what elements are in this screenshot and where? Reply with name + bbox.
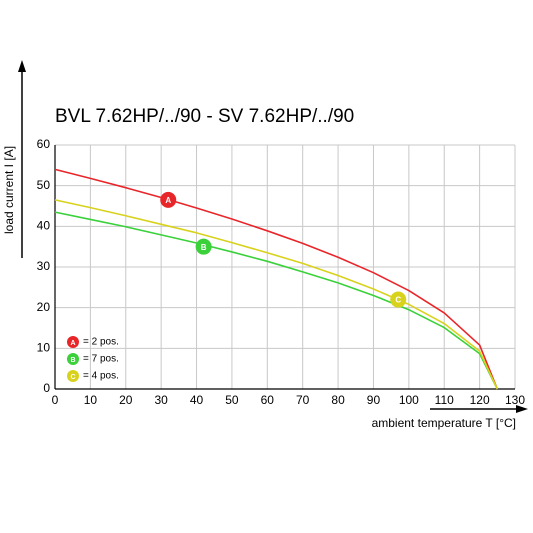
series-line [54,211,499,390]
legend-label: = 4 pos. [83,371,119,382]
series-line [54,199,499,390]
chart-title: BVL 7.62HP/../90 - SV 7.62HP/../90 [55,106,354,127]
x-tick-label: 130 [505,393,525,407]
x-tick-label: 20 [119,393,133,407]
y-tick-label: 0 [43,381,50,395]
x-tick-label: 120 [470,393,490,407]
x-tick-label: 10 [84,393,98,407]
y-tick-label: 50 [37,178,51,192]
curve-marker-label: A [165,196,171,205]
legend-marker-label: A [70,340,75,347]
curve-marker [195,238,212,255]
y-tick-label: 20 [37,300,51,314]
legend-marker [67,370,79,382]
legend-marker [67,336,79,348]
legend-marker-label: B [70,357,75,364]
x-tick-label: 110 [435,393,454,407]
y-axis-label: load current I [A] [2,146,16,234]
x-tick-label: 70 [296,393,310,407]
x-axis-label: ambient temperature T [°C] [372,416,516,430]
x-tick-label: 40 [190,393,204,407]
x-tick-label: 90 [367,393,381,407]
x-tick-label: 30 [154,393,168,407]
curve-marker [390,291,407,308]
y-tick-label: 40 [37,219,51,233]
y-tick-label: 60 [37,137,51,151]
axis-arrows [18,60,528,413]
series-line [54,168,499,390]
y-tick-label: 10 [37,341,51,355]
x-tick-label: 50 [225,393,239,407]
curve-marker [160,191,177,208]
y-tick-label: 30 [37,259,51,273]
curve-marker-label: B [201,243,207,252]
x-tick-label: 0 [52,393,59,407]
x-tick-label: 60 [261,393,275,407]
legend-label: = 2 pos. [83,337,119,348]
x-tick-label: 100 [399,393,419,407]
curve-marker-label: C [395,296,401,305]
legend-marker-label: C [70,374,75,381]
x-tick-label: 80 [331,393,345,407]
legend-label: = 7 pos. [83,354,119,365]
legend-marker [67,353,79,365]
